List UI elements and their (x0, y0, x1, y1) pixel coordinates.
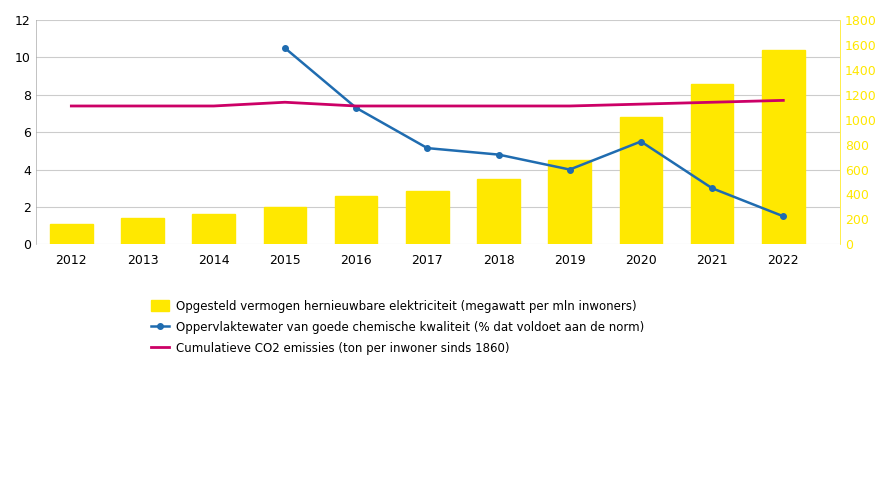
Cumulatieve CO2 emissies (ton per inwoner sinds 1860) (565, 103, 575, 109)
Cumulatieve CO2 emissies (ton per inwoner sinds 1860) (636, 101, 647, 107)
Bar (50, 224, 93, 245)
Cumulatieve CO2 emissies (ton per inwoner sinds 1860) (66, 103, 77, 109)
Bar (762, 50, 805, 245)
Oppervlaktewater van goede chemische kwaliteit (% dat voldoet aan de norm) (706, 185, 717, 191)
Bar (263, 207, 306, 245)
Cumulatieve CO2 emissies (ton per inwoner sinds 1860) (209, 103, 219, 109)
Cumulatieve CO2 emissies (ton per inwoner sinds 1860) (351, 103, 361, 109)
Cumulatieve CO2 emissies (ton per inwoner sinds 1860) (137, 103, 148, 109)
Bar (690, 83, 733, 245)
Cumulatieve CO2 emissies (ton per inwoner sinds 1860) (778, 98, 789, 104)
Oppervlaktewater van goede chemische kwaliteit (% dat voldoet aan de norm) (636, 139, 647, 144)
Cumulatieve CO2 emissies (ton per inwoner sinds 1860) (422, 103, 433, 109)
Oppervlaktewater van goede chemische kwaliteit (% dat voldoet aan de norm) (422, 145, 433, 151)
Bar (406, 191, 449, 245)
Bar (549, 160, 591, 245)
Line: Cumulatieve CO2 emissies (ton per inwoner sinds 1860): Cumulatieve CO2 emissies (ton per inwone… (71, 101, 783, 106)
Cumulatieve CO2 emissies (ton per inwoner sinds 1860) (706, 99, 717, 105)
Cumulatieve CO2 emissies (ton per inwoner sinds 1860) (279, 99, 290, 105)
Bar (334, 196, 377, 245)
Bar (193, 214, 235, 245)
Bar (477, 179, 520, 245)
Oppervlaktewater van goede chemische kwaliteit (% dat voldoet aan de norm) (565, 167, 575, 173)
Bar (121, 218, 164, 245)
Bar (620, 117, 662, 245)
Legend: Opgesteld vermogen hernieuwbare elektriciteit (megawatt per mln inwoners), Opper: Opgesteld vermogen hernieuwbare elektric… (152, 300, 644, 355)
Line: Oppervlaktewater van goede chemische kwaliteit (% dat voldoet aan de norm): Oppervlaktewater van goede chemische kwa… (282, 45, 786, 219)
Oppervlaktewater van goede chemische kwaliteit (% dat voldoet aan de norm) (778, 213, 789, 219)
Oppervlaktewater van goede chemische kwaliteit (% dat voldoet aan de norm) (279, 45, 290, 51)
Oppervlaktewater van goede chemische kwaliteit (% dat voldoet aan de norm) (493, 152, 504, 158)
Oppervlaktewater van goede chemische kwaliteit (% dat voldoet aan de norm) (351, 105, 361, 111)
Cumulatieve CO2 emissies (ton per inwoner sinds 1860) (493, 103, 504, 109)
